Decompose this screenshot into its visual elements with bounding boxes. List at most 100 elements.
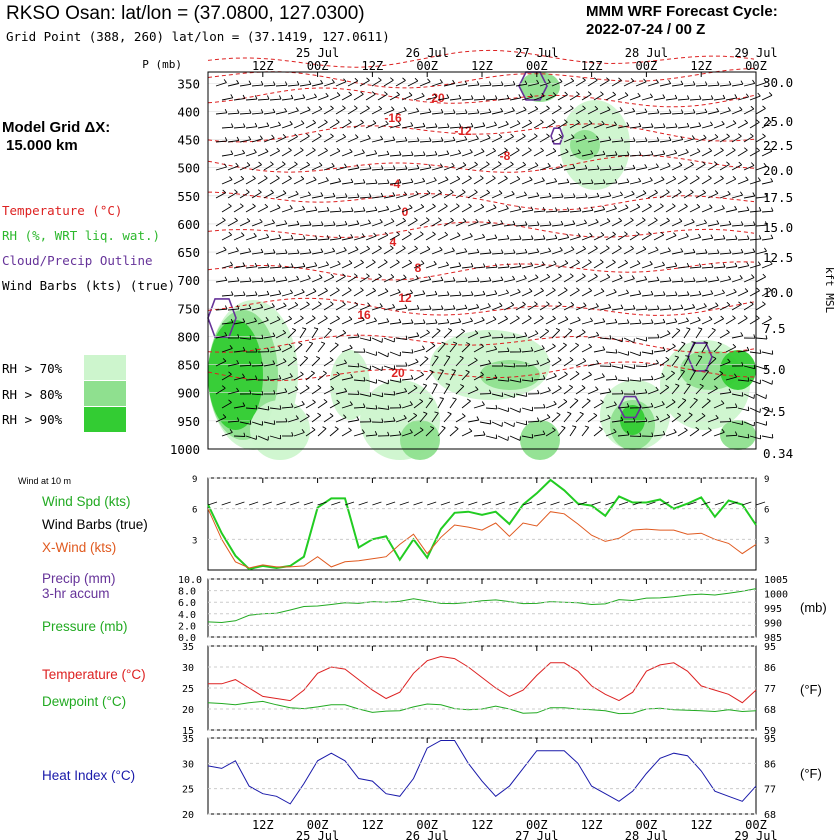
wind-barb-flag bbox=[613, 428, 617, 433]
wind-barb-flag bbox=[609, 362, 612, 367]
wind-barb bbox=[449, 152, 461, 157]
wind-barb bbox=[365, 182, 378, 185]
wind-barb bbox=[497, 318, 508, 325]
wind-barb bbox=[659, 308, 671, 311]
wind-barb bbox=[629, 206, 641, 213]
wind-barb bbox=[299, 164, 310, 171]
wind-barb-flag bbox=[311, 427, 316, 431]
wind-barb-flag bbox=[284, 276, 288, 281]
wind-barb-flag bbox=[650, 150, 654, 155]
wind-barb bbox=[611, 80, 622, 87]
wind-barb-flag bbox=[551, 119, 556, 123]
wind-barb bbox=[221, 264, 233, 269]
wind-barb-flag bbox=[501, 362, 504, 367]
wind-barb-flag bbox=[405, 362, 408, 367]
wind-barb-flag bbox=[290, 263, 294, 268]
sfc-wind-barb-19 bbox=[468, 501, 478, 506]
wind-barb-flag bbox=[462, 218, 467, 222]
wind-barb bbox=[503, 252, 516, 255]
wind-barb bbox=[443, 413, 452, 423]
wind-barb-flag bbox=[366, 105, 370, 109]
wind-barb bbox=[317, 290, 328, 297]
wind-barb bbox=[383, 109, 395, 115]
wind-barb-flag bbox=[682, 398, 687, 401]
wind-barb bbox=[257, 206, 269, 213]
wind-barb bbox=[611, 140, 623, 143]
precip-ytick-3: 4.0 bbox=[178, 610, 196, 621]
pressure-tick-750: 750 bbox=[177, 301, 200, 316]
wind-barb bbox=[419, 385, 428, 395]
wind-barb-flag bbox=[265, 316, 269, 321]
wind-barb bbox=[317, 210, 329, 213]
wind-barb bbox=[725, 238, 738, 241]
wind-barb-flag bbox=[661, 176, 665, 180]
wind-barb bbox=[341, 94, 352, 101]
rh-80-swatch bbox=[84, 381, 126, 406]
wind-barb bbox=[683, 191, 694, 199]
wind-barb-flag bbox=[599, 259, 604, 263]
wind-barb-flag bbox=[421, 92, 425, 97]
wind-barb bbox=[701, 150, 712, 157]
wind-barb bbox=[689, 399, 698, 409]
wind-barb bbox=[413, 374, 424, 381]
wind-barb bbox=[437, 398, 444, 409]
wind-barb-flag bbox=[306, 301, 310, 305]
wind-barb bbox=[341, 430, 352, 437]
wind-barb bbox=[395, 168, 408, 171]
wind-barb bbox=[347, 365, 360, 368]
wind-barb bbox=[761, 435, 773, 439]
wind-barb-flag bbox=[608, 303, 612, 308]
wind-barb-flag bbox=[470, 95, 474, 100]
wind-barb-flag bbox=[582, 245, 587, 250]
wind-barb-flag bbox=[728, 275, 732, 280]
wind-barb bbox=[659, 280, 671, 283]
wind-barb bbox=[365, 320, 377, 325]
wind-barb-flag bbox=[758, 235, 762, 240]
wind-barb-flag bbox=[384, 288, 389, 292]
wind-barb bbox=[515, 164, 526, 171]
wind-barb bbox=[371, 337, 383, 343]
wind-barb-flag bbox=[486, 189, 491, 194]
wind-barb-flag bbox=[536, 248, 540, 253]
wind-barb bbox=[557, 151, 569, 157]
wind-barb-flag bbox=[239, 203, 244, 207]
wind-barb-flag bbox=[745, 93, 749, 98]
wind-barb bbox=[329, 402, 340, 409]
wind-barb bbox=[455, 191, 466, 199]
wind-barb-flag bbox=[494, 345, 498, 350]
wind-barb-flag bbox=[533, 133, 538, 137]
wind-barb bbox=[281, 178, 292, 185]
wind-barb bbox=[623, 80, 635, 87]
wind-barb bbox=[533, 150, 544, 157]
wind-barb-flag bbox=[657, 333, 660, 338]
wind-barb bbox=[221, 179, 233, 185]
wind-barb-flag bbox=[563, 398, 568, 402]
wind-barb bbox=[275, 391, 287, 395]
wind-barb bbox=[251, 393, 264, 396]
wind-barb-flag bbox=[668, 109, 672, 114]
wind-barb-flag bbox=[756, 119, 760, 123]
wind-barb bbox=[593, 123, 605, 129]
wind-barb bbox=[581, 209, 593, 213]
temp-contour--16 bbox=[207, 68, 755, 89]
top-date-1: 26 Jul bbox=[406, 46, 449, 60]
wind-barb-flag bbox=[428, 305, 432, 310]
wind-barb bbox=[485, 266, 498, 269]
wind-barb bbox=[509, 266, 521, 269]
top-date-0: 25 Jul bbox=[296, 46, 339, 60]
pressure-tick-800: 800 bbox=[177, 329, 200, 344]
bottom-time-tick-0: 12Z bbox=[252, 818, 274, 832]
wind-barb bbox=[629, 293, 641, 297]
wind-barb bbox=[497, 292, 509, 297]
wind-barb bbox=[473, 404, 485, 409]
wind-barb bbox=[485, 177, 496, 185]
wind-barb bbox=[287, 224, 299, 227]
wind-barb bbox=[539, 250, 551, 255]
wind-barb bbox=[353, 182, 365, 185]
wind-barb-flag bbox=[402, 77, 406, 81]
wind-barb-flag bbox=[242, 262, 246, 267]
wind-barb bbox=[485, 98, 498, 101]
wind-barb-flag bbox=[512, 220, 516, 225]
wind-barb bbox=[227, 165, 239, 171]
wind-barb bbox=[569, 182, 581, 185]
